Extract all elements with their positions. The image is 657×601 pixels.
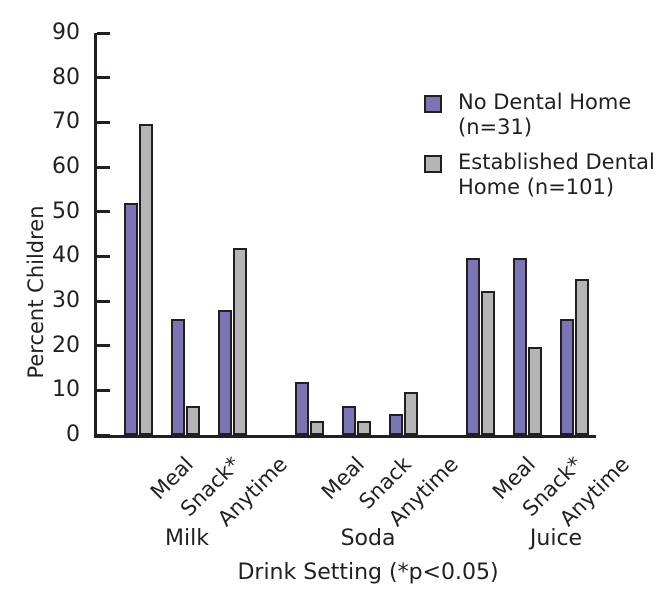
bar-milk-meal-series1 — [124, 202, 138, 435]
y-tick-label: 20 — [52, 332, 80, 358]
y-axis-tick — [97, 31, 110, 35]
y-tick-label: 40 — [52, 243, 80, 269]
group-label-soda: Soda — [340, 526, 396, 551]
y-tick-label: 10 — [52, 377, 80, 403]
legend-label: Established Dental Home (n=101) — [458, 150, 655, 199]
bar-juice-snack-series1 — [513, 257, 527, 435]
bar-milk-snack-series2 — [186, 405, 200, 435]
y-axis-tick — [97, 210, 110, 214]
bar-juice-meal-series2 — [481, 290, 495, 435]
y-tick-label: 60 — [52, 154, 80, 179]
y-tick-label: 80 — [52, 64, 80, 90]
bar-soda-snack-series2 — [357, 420, 371, 435]
y-tick-label: 90 — [52, 20, 80, 45]
bar-juice-anytime-series1 — [560, 319, 574, 435]
bar-juice-meal-series1 — [466, 257, 480, 435]
y-axis-tick — [97, 165, 110, 169]
legend: No Dental Home (n=31) Established Dental … — [424, 90, 655, 200]
legend-swatch-icon — [424, 95, 442, 113]
bar-milk-meal-series2 — [139, 123, 153, 435]
y-tick-label: 0 — [66, 422, 80, 447]
group-label-juice: Juice — [529, 526, 583, 551]
y-axis-tick — [97, 254, 110, 258]
bar-soda-meal-series2 — [310, 420, 324, 435]
legend-item-1: No Dental Home (n=31) — [424, 90, 655, 140]
y-axis-tick — [97, 388, 110, 392]
y-tick-label: 50 — [52, 198, 80, 224]
group-label-milk: Milk — [165, 526, 209, 551]
x-axis-title: Drink Setting (*p<0.05) — [237, 560, 499, 585]
legend-item-2: Established Dental Home (n=101) — [424, 150, 655, 200]
bar-juice-snack-series2 — [528, 346, 542, 435]
bar-milk-anytime-series1 — [218, 309, 232, 435]
y-tick-label: 30 — [52, 288, 80, 313]
bar-juice-anytime-series2 — [575, 279, 589, 435]
plot-area — [94, 31, 596, 438]
bar-milk-anytime-series2 — [233, 247, 247, 435]
bar-soda-meal-series1 — [295, 381, 309, 435]
bar-soda-anytime-series2 — [404, 391, 418, 435]
y-axis-tick — [97, 76, 110, 80]
y-axis-tick — [97, 120, 110, 124]
legend-label: No Dental Home (n=31) — [458, 90, 632, 139]
bar-milk-snack-series1 — [171, 319, 185, 435]
y-axis-tick — [97, 344, 110, 348]
legend-swatch-icon — [424, 155, 442, 173]
bar-soda-snack-series1 — [342, 405, 356, 435]
y-axis-tick — [97, 299, 110, 303]
y-tick-label: 70 — [52, 109, 80, 135]
bar-soda-anytime-series1 — [389, 413, 403, 435]
y-axis-tick — [97, 433, 110, 437]
